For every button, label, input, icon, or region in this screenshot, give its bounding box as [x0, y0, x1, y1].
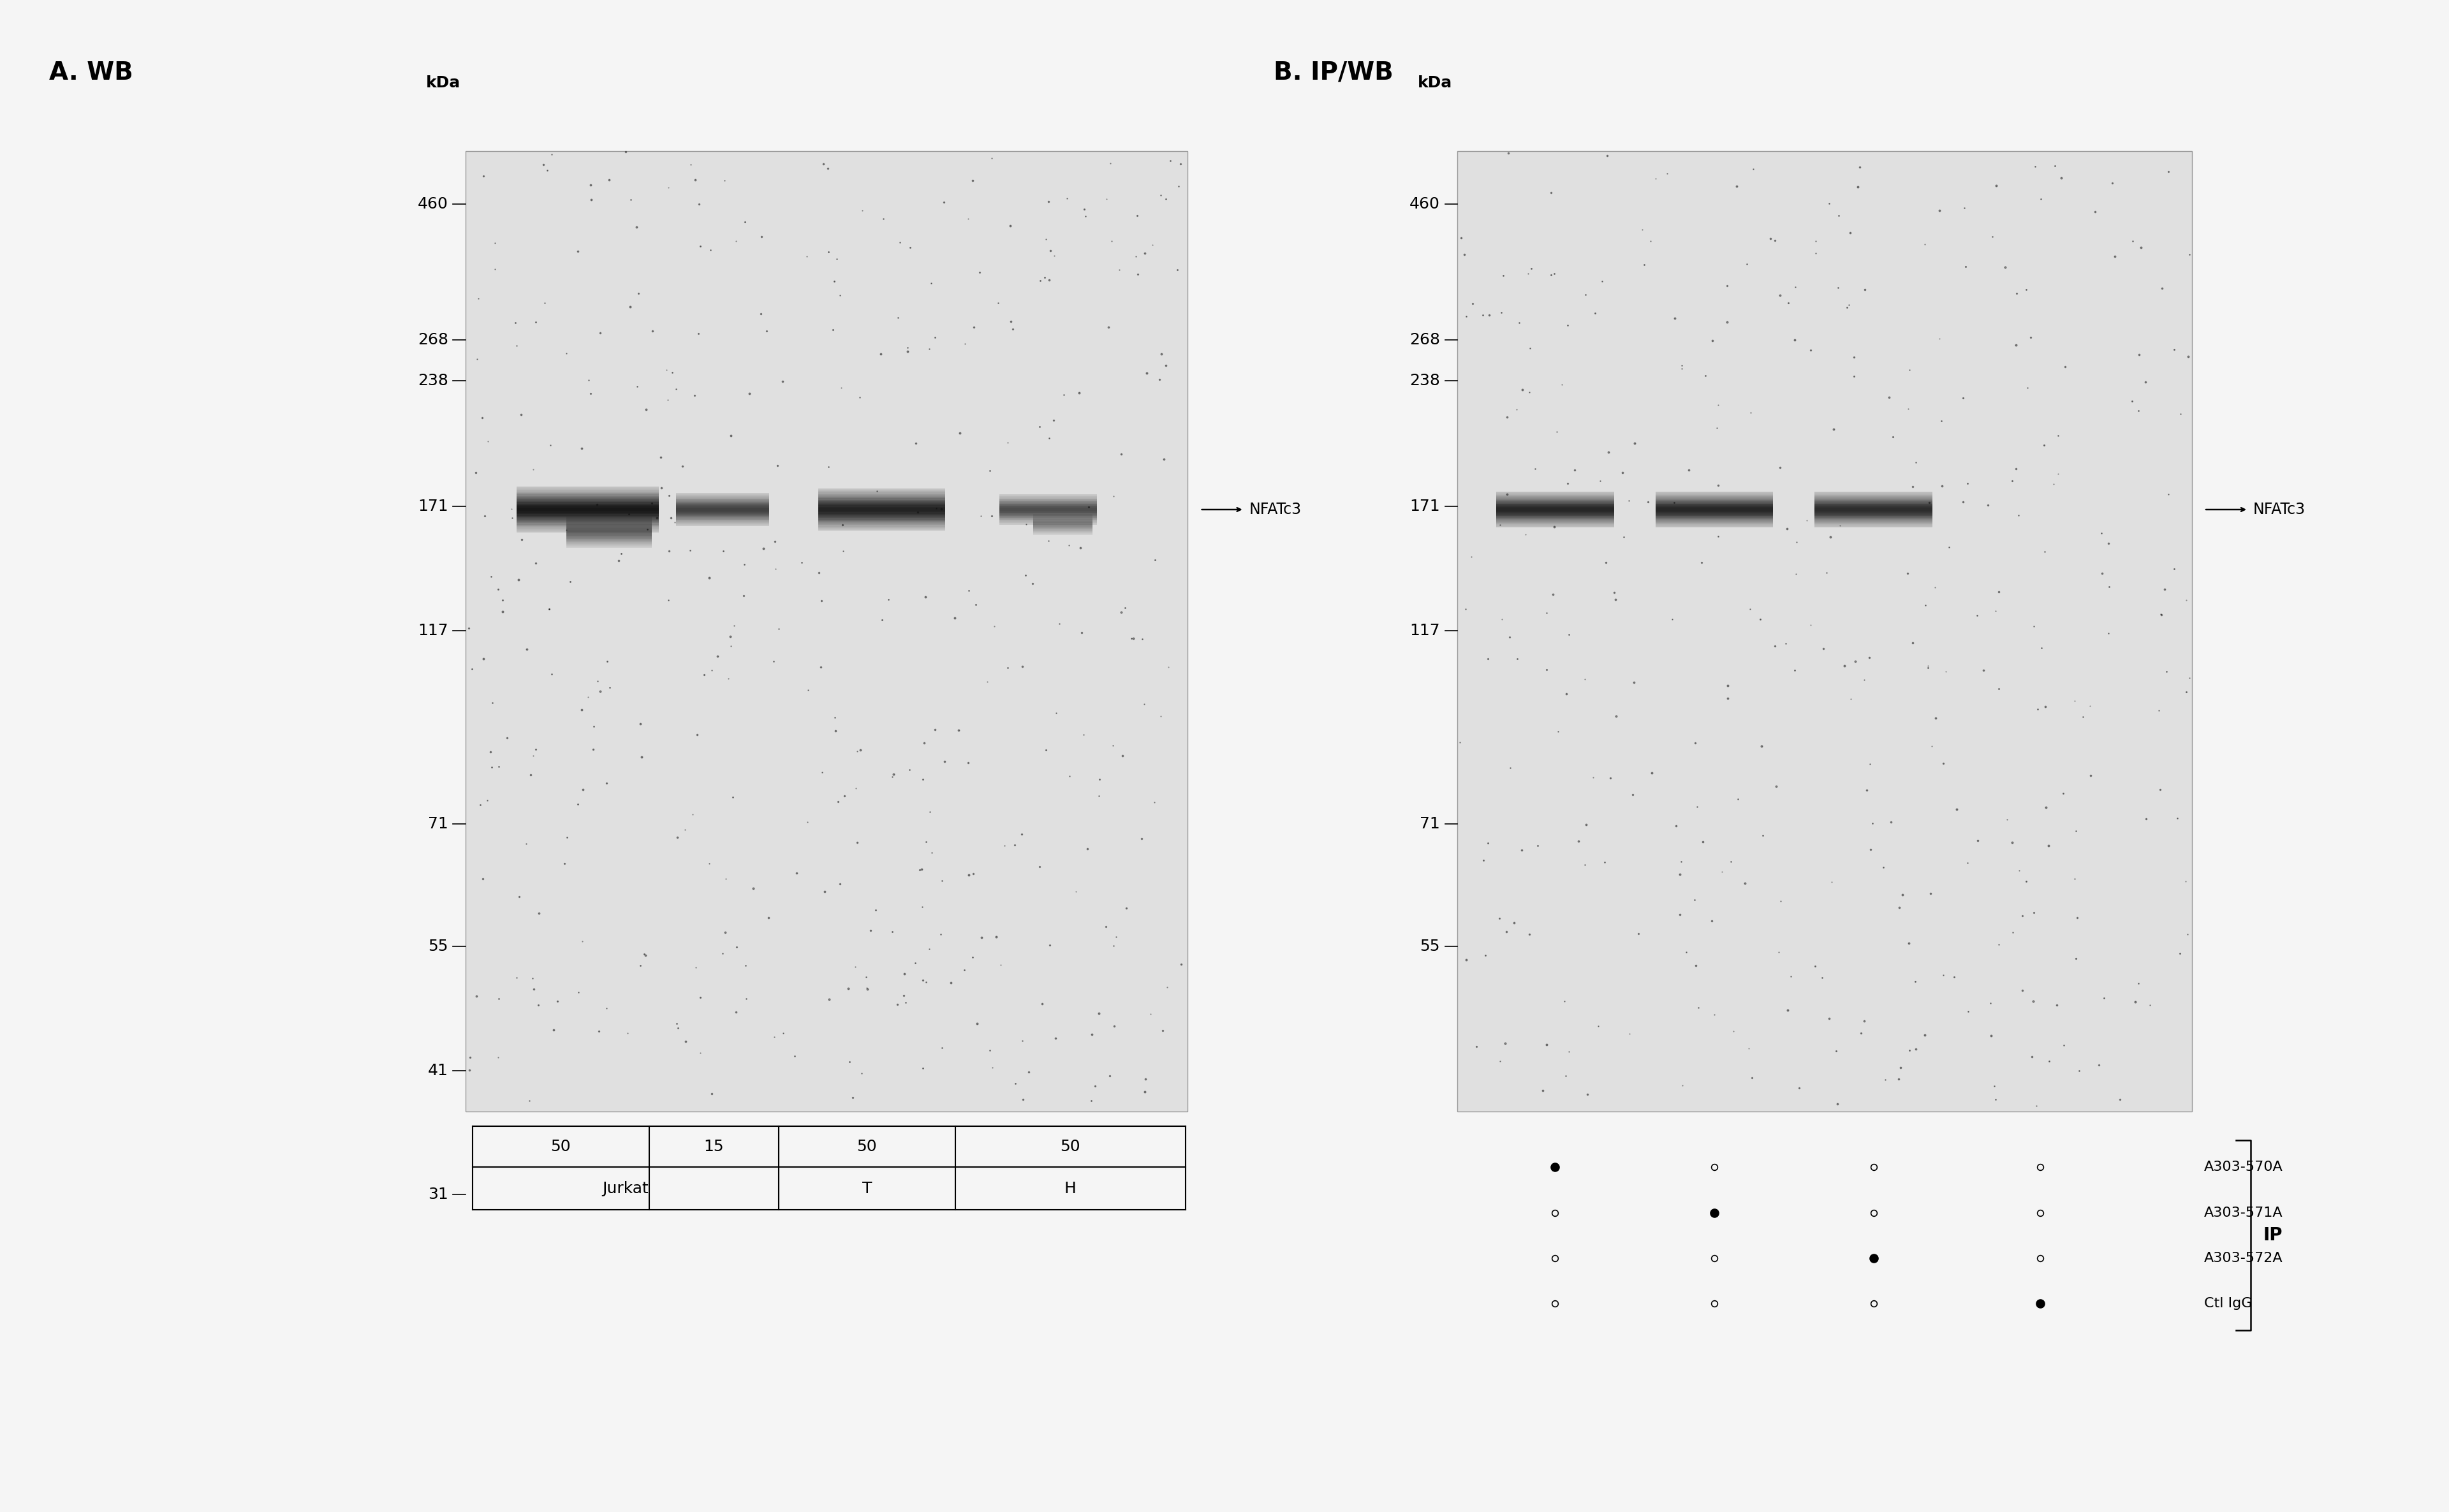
Text: A303-572A: A303-572A	[2204, 1252, 2282, 1264]
Bar	[517, 508, 659, 510]
Bar	[517, 510, 659, 511]
Bar	[517, 511, 659, 513]
Text: A. WB: A. WB	[49, 60, 132, 85]
Text: NFATc3: NFATc3	[2253, 502, 2305, 517]
Text: A303-570A: A303-570A	[2204, 1161, 2282, 1173]
Text: 268: 268	[416, 333, 448, 348]
Bar	[517, 490, 659, 491]
Bar	[517, 520, 659, 522]
Text: Ctl IgG: Ctl IgG	[2204, 1297, 2253, 1309]
Text: 50: 50	[551, 1139, 571, 1155]
Bar	[517, 497, 659, 499]
Bar	[517, 517, 659, 519]
Bar	[517, 503, 659, 505]
Bar	[517, 526, 659, 528]
Bar	[517, 487, 659, 488]
Text: 117: 117	[419, 623, 448, 638]
Bar	[517, 529, 659, 531]
Text: 55: 55	[1420, 939, 1440, 954]
Text: 460: 460	[419, 197, 448, 212]
Text: kDa: kDa	[1418, 76, 1452, 91]
Bar	[517, 502, 659, 503]
Text: NFATc3: NFATc3	[1249, 502, 1300, 517]
Text: 268: 268	[1411, 333, 1440, 348]
Text: B. IP/WB: B. IP/WB	[1273, 60, 1393, 85]
Text: 15: 15	[703, 1139, 725, 1155]
Bar	[517, 493, 659, 494]
Bar	[1457, 151, 2192, 1111]
Text: 71: 71	[1420, 816, 1440, 832]
Text: kDa: kDa	[426, 76, 460, 91]
Bar	[517, 494, 659, 496]
Bar	[517, 516, 659, 517]
Bar	[517, 500, 659, 502]
Text: 460: 460	[1411, 197, 1440, 212]
Text: 171: 171	[419, 499, 448, 514]
Text: 50: 50	[857, 1139, 877, 1155]
Bar	[517, 528, 659, 529]
Text: IP: IP	[2263, 1226, 2282, 1244]
Bar	[517, 519, 659, 520]
Bar	[517, 523, 659, 525]
Text: 50: 50	[1060, 1139, 1080, 1155]
Text: 55: 55	[429, 939, 448, 954]
Text: 238: 238	[419, 373, 448, 389]
Bar	[517, 531, 659, 532]
Text: 117: 117	[1411, 623, 1440, 638]
Bar	[517, 505, 659, 507]
Bar	[517, 514, 659, 516]
Text: Jurkat: Jurkat	[602, 1181, 649, 1196]
Text: H: H	[1065, 1181, 1075, 1196]
Bar	[517, 488, 659, 490]
Bar	[517, 525, 659, 526]
Bar	[517, 513, 659, 514]
Text: 41: 41	[429, 1063, 448, 1078]
Bar	[517, 522, 659, 523]
Text: A303-571A: A303-571A	[2204, 1207, 2282, 1219]
Text: 71: 71	[429, 816, 448, 832]
Text: T: T	[862, 1181, 872, 1196]
Bar	[517, 499, 659, 500]
Text: 31: 31	[429, 1187, 448, 1202]
Text: 238: 238	[1411, 373, 1440, 389]
Bar	[465, 151, 1188, 1111]
Bar	[517, 491, 659, 493]
Bar	[517, 507, 659, 508]
Bar	[517, 496, 659, 497]
Text: 171: 171	[1411, 499, 1440, 514]
